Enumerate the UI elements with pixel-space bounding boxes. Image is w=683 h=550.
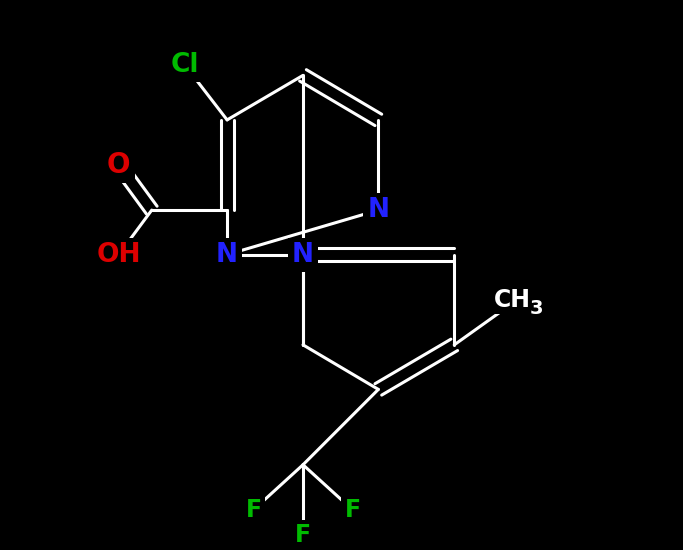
Text: F: F [245, 498, 262, 522]
Text: Cl: Cl [171, 52, 199, 78]
Text: O: O [107, 151, 130, 179]
Text: 3: 3 [530, 299, 544, 317]
Text: N: N [216, 241, 238, 268]
Text: F: F [344, 498, 361, 522]
Text: F: F [295, 523, 311, 547]
Text: CH: CH [494, 288, 531, 312]
Text: N: N [367, 197, 389, 223]
Text: OH: OH [96, 241, 141, 268]
Text: N: N [292, 241, 314, 268]
